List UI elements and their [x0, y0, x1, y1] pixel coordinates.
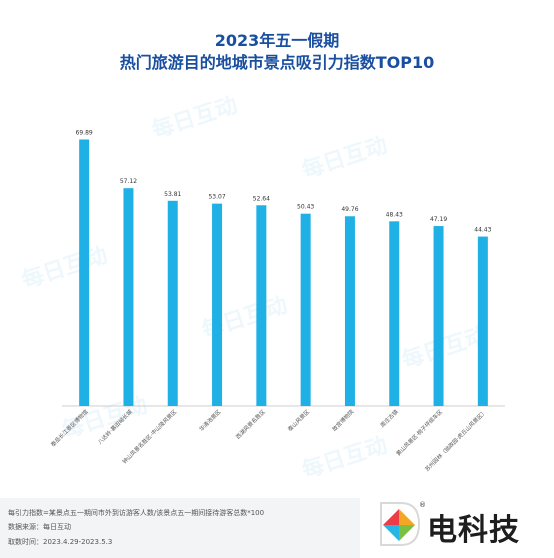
value-label-4: 53.07 [208, 194, 225, 201]
footer-time: 取数时间：2023.4.29-2023.5.3 [8, 538, 113, 546]
category-label-1: 泰岳长江景区博物馆 [49, 407, 90, 448]
chart-title-line1: 2023年五一假期 [214, 31, 340, 50]
bar-6 [300, 213, 311, 406]
value-label-1: 69.89 [76, 129, 93, 136]
category-label-4: 华清池景区 [197, 407, 222, 432]
footer-panel [0, 498, 360, 558]
logo-icon [380, 502, 421, 546]
value-label-3: 53.81 [164, 191, 181, 198]
bar-chart: 69.89泰岳长江景区博物馆57.12八达岭·慕田峪长城53.81钟山风景名胜区… [49, 129, 505, 473]
footer-index-note: 每引力指数=某景点五一期间市外到访游客人数/该景点五一期间接待游客总数*100 [8, 509, 265, 517]
bar-3 [167, 200, 178, 406]
value-label-9: 47.19 [430, 216, 447, 223]
bar-1 [79, 139, 90, 406]
category-label-9: 黄山风景区·桃子坪缆车区 [394, 407, 444, 457]
category-label-6: 泰山风景区 [286, 407, 311, 432]
value-label-8: 48.43 [386, 211, 403, 218]
bar-9 [433, 226, 444, 406]
category-label-8: 周庄古镇 [378, 407, 400, 429]
logo-registered-mark: ® [419, 501, 426, 509]
logo-text: 电科技 [427, 513, 520, 548]
value-label-6: 50.43 [297, 204, 314, 211]
brand-logo: ® 电科技 [375, 495, 554, 555]
category-label-7: 故宫博物院 [330, 407, 355, 432]
bar-10 [477, 236, 488, 406]
category-label-2: 八达岭·慕田峪长城 [96, 407, 134, 445]
category-label-5: 西湖风景名胜区 [234, 407, 267, 440]
bar-7 [344, 216, 355, 406]
chart-title-line2: 热门旅游目的地城市景点吸引力指数TOP10 [119, 53, 435, 72]
footer-source: 数据来源：每日互动 [8, 523, 71, 531]
bar-8 [389, 221, 400, 406]
value-label-5: 52.64 [253, 195, 270, 202]
bar-5 [256, 205, 267, 406]
value-label-10: 44.43 [474, 227, 491, 234]
bar-4 [212, 203, 223, 406]
bar-2 [123, 188, 134, 406]
value-label-7: 49.76 [341, 206, 358, 213]
value-label-2: 57.12 [120, 178, 137, 185]
